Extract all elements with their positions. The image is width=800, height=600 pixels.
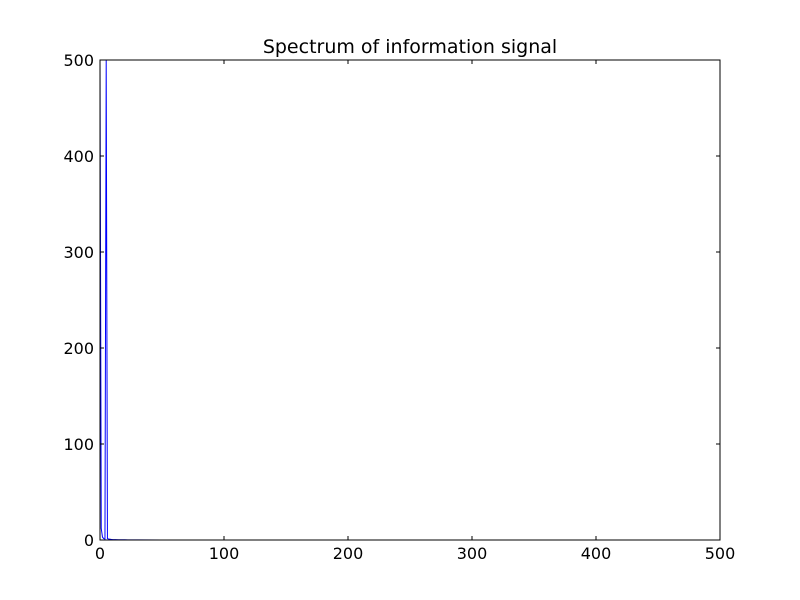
axis-tick-labels: 0 100 200 300 400 500 0 100 200 300 400 500 <box>63 51 735 563</box>
x-tick-label-4: 400 <box>581 544 612 563</box>
y-tick-label-5: 500 <box>63 51 94 70</box>
axis-ticks <box>99 59 721 541</box>
spectrum-line-0 <box>100 60 720 540</box>
y-tick-label-2: 200 <box>63 339 94 358</box>
y-tick-label-1: 100 <box>63 435 94 454</box>
y-tick-label-4: 400 <box>63 147 94 166</box>
x-tick-label-1: 100 <box>209 544 240 563</box>
x-tick-label-0: 0 <box>95 544 105 563</box>
x-tick-label-2: 200 <box>333 544 364 563</box>
y-tick-label-3: 300 <box>63 243 94 262</box>
chart-title: Spectrum of information signal <box>263 36 557 58</box>
y-tick-label-0: 0 <box>84 531 94 550</box>
x-tick-label-5: 500 <box>705 544 736 563</box>
x-tick-label-3: 300 <box>457 544 488 563</box>
plot-area-frame <box>99 59 721 541</box>
